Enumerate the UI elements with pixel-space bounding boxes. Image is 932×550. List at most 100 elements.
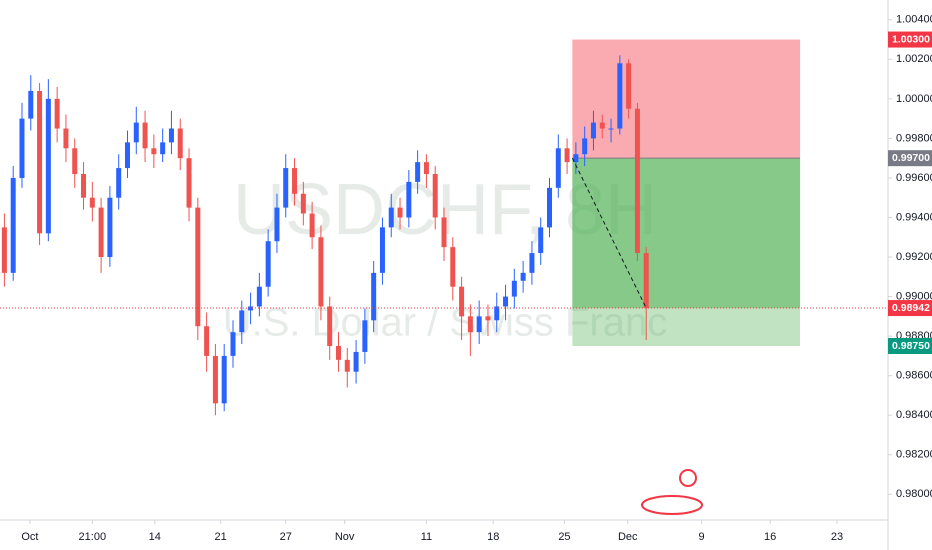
price-label: 0.99700 (892, 152, 930, 164)
candle-body (151, 148, 157, 155)
y-tick-label: 0.98000 (896, 488, 932, 500)
event-icon (679, 469, 697, 487)
event-icon (641, 495, 703, 515)
candle-body (494, 306, 500, 321)
x-tick-label: 16 (764, 531, 776, 543)
candle-body (107, 197, 113, 258)
candle-body (547, 187, 553, 228)
candle-body (274, 207, 280, 242)
y-tick-label: 0.99400 (896, 211, 932, 223)
candle-body (81, 173, 87, 198)
candle-body (204, 326, 210, 356)
candle-body (511, 280, 517, 297)
candle-body (19, 118, 25, 178)
y-tick-label: 0.99800 (896, 132, 932, 144)
x-tick-label: 21 (215, 531, 227, 543)
candle-body (608, 128, 614, 130)
y-tick-label: 0.99000 (896, 290, 932, 302)
candle-body (89, 197, 95, 208)
y-tick-label: 1.00200 (896, 53, 932, 65)
candle-body (1, 227, 7, 273)
y-tick-label: 0.99600 (896, 172, 932, 184)
x-tick-label: 14 (149, 531, 161, 543)
candle-body (538, 227, 544, 254)
candle-body (177, 128, 183, 159)
candle-body (256, 286, 262, 307)
candle-body (186, 158, 192, 208)
candle-body (72, 148, 78, 174)
candle-body (520, 272, 526, 281)
y-tick-label: 0.98200 (896, 449, 932, 461)
candle-body (98, 207, 104, 258)
y-tick-label: 1.00000 (896, 93, 932, 105)
candle-body (28, 90, 34, 119)
candle-body (318, 237, 324, 307)
candle-body (124, 142, 130, 169)
candle-body (353, 351, 359, 372)
candle-body (54, 98, 60, 129)
candle-body (248, 306, 254, 311)
x-tick-label: 18 (487, 531, 499, 543)
candle-body (10, 177, 16, 273)
x-tick-label: 25 (558, 531, 570, 543)
x-tick-label: 11 (421, 531, 432, 543)
candle-body (388, 207, 394, 228)
candle-body (503, 296, 509, 307)
candle-body (160, 142, 166, 155)
candle-body (626, 63, 632, 109)
x-tick-label: Oct (21, 531, 38, 543)
candle-body (379, 227, 385, 273)
candle-body (476, 316, 482, 333)
price-label-bg (888, 300, 932, 317)
candle-body (450, 247, 456, 287)
stop-zone (572, 39, 801, 159)
candle-body (63, 128, 69, 149)
candle-body (45, 98, 51, 234)
candle-body (335, 346, 341, 360)
candle-body (133, 122, 139, 143)
position-tool (572, 39, 801, 347)
price-label: 1.00300 (892, 33, 930, 45)
y-tick-label: 0.98400 (896, 409, 932, 421)
price-label: 0.98942 (892, 302, 930, 314)
y-tick-label: 0.98600 (896, 370, 932, 382)
x-tick-label: 9 (699, 531, 705, 543)
y-tick-label: 0.99200 (896, 251, 932, 263)
x-tick-label: 21:00 (79, 531, 107, 543)
price-label-bg (888, 150, 932, 167)
candle-body (371, 272, 377, 321)
candle-body (643, 253, 649, 309)
candle-body (309, 213, 315, 238)
price-label-bg (888, 338, 932, 355)
candle-body (529, 253, 535, 273)
y-tick-label: 1.00400 (896, 14, 932, 26)
candle-body (116, 168, 122, 198)
candle-body (292, 168, 298, 194)
candle-body (327, 306, 333, 347)
target-zone-reached (572, 158, 801, 309)
candle-body (344, 359, 350, 372)
candle-body (415, 162, 421, 182)
candle-body (142, 122, 148, 149)
price-label-bg (888, 31, 932, 48)
candle-body (555, 148, 561, 188)
candle-body (212, 355, 218, 404)
candle-body (168, 128, 174, 143)
candle-body (485, 316, 491, 321)
candle-body (406, 181, 412, 218)
candle-body (230, 332, 236, 356)
candle-body (599, 122, 605, 129)
candle-body (397, 207, 403, 218)
x-tick-label: Nov (335, 531, 355, 543)
x-tick-label: 23 (831, 531, 843, 543)
candle-body (467, 316, 473, 333)
candle-body (423, 162, 429, 174)
candle-body (300, 193, 306, 214)
candle-body (573, 154, 579, 163)
candle-body (265, 241, 271, 287)
candle-body (37, 90, 43, 234)
candle-body (617, 63, 623, 129)
candle-body (283, 168, 289, 208)
